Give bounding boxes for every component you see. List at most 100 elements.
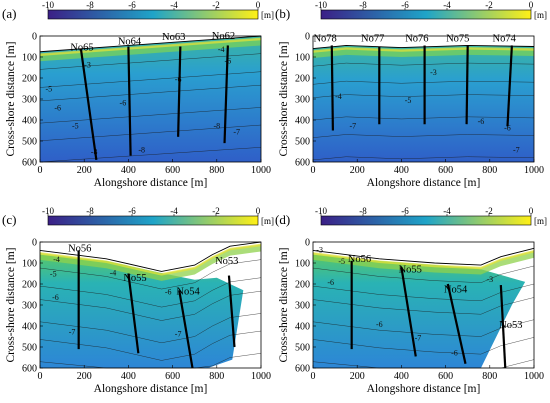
x-axis-label: Alongshore distance [m] bbox=[94, 177, 208, 189]
x-tick-label: 0 bbox=[38, 371, 43, 382]
y-tick-label: 0 bbox=[32, 32, 37, 43]
contour-label: -7 bbox=[175, 330, 182, 339]
contour-line bbox=[312, 319, 535, 337]
contour-label: -8 bbox=[91, 148, 98, 157]
contour-line bbox=[312, 156, 535, 161]
contour-line bbox=[39, 107, 262, 124]
profile-label: No55 bbox=[123, 273, 146, 284]
contour-label: -7 bbox=[349, 121, 356, 130]
x-tick-label: 600 bbox=[165, 371, 180, 382]
panel-a: -10-8-6-4-20[m](a)-3-4-6-6-5-6-6-5-8-8-8… bbox=[2, 0, 274, 189]
profile-line bbox=[127, 46, 132, 156]
x-tick-label: 800 bbox=[209, 371, 224, 382]
profile-label: No74 bbox=[492, 33, 516, 44]
contour-line bbox=[39, 84, 262, 102]
x-tick-label: 600 bbox=[438, 165, 453, 176]
x-tick-label: 400 bbox=[121, 371, 136, 382]
panel-label: (c) bbox=[2, 212, 16, 227]
y-tick-label: 100 bbox=[295, 53, 310, 64]
x-tick-label: 200 bbox=[350, 371, 365, 382]
colorbar-tick-label: -8 bbox=[359, 0, 367, 10]
contour-line bbox=[39, 53, 262, 70]
panel-label: (b) bbox=[275, 6, 290, 21]
profile-label: No63 bbox=[162, 32, 185, 43]
x-tick-label: 1000 bbox=[251, 165, 271, 176]
x-tick-label: 600 bbox=[438, 371, 453, 382]
colorbar-tick-label: 0 bbox=[256, 0, 261, 10]
y-tick-label: 300 bbox=[22, 95, 37, 106]
contour-label: -6 bbox=[52, 293, 59, 302]
colorbar-tick-label: -8 bbox=[359, 206, 367, 216]
contour-label: -5 bbox=[338, 257, 345, 266]
profile-line bbox=[177, 46, 182, 137]
surf-band bbox=[313, 249, 534, 270]
contour-line bbox=[312, 297, 535, 315]
colorbar bbox=[47, 215, 259, 226]
y-tick-label: 400 bbox=[295, 322, 310, 333]
contour-line bbox=[312, 94, 535, 98]
profile-line bbox=[127, 273, 140, 354]
contour-label: -3 bbox=[316, 246, 323, 255]
contour-line bbox=[39, 330, 262, 361]
colorbar-tick-label: 0 bbox=[529, 0, 534, 10]
contour-line bbox=[312, 283, 535, 302]
x-tick-label: 800 bbox=[209, 165, 224, 176]
y-tick-label: 0 bbox=[305, 238, 310, 249]
y-tick-label: 300 bbox=[22, 301, 37, 312]
shallow-band bbox=[313, 47, 534, 59]
profile-line bbox=[79, 48, 98, 161]
y-axis-label: Cross-shore distance [m] bbox=[5, 42, 17, 157]
x-axis-label: Alongshore distance [m] bbox=[94, 383, 208, 395]
colorbar-tick-label: -2 bbox=[485, 206, 493, 216]
profile-label: No62 bbox=[212, 31, 235, 42]
y-tick-label: 300 bbox=[295, 95, 310, 106]
profile-label: No65 bbox=[70, 43, 93, 54]
bathymetry-region bbox=[313, 254, 526, 368]
profile-line bbox=[227, 275, 236, 348]
shallow-band bbox=[40, 38, 261, 62]
colorbar-tick-label: -10 bbox=[42, 206, 54, 216]
y-tick-label: 200 bbox=[295, 280, 310, 291]
contour-label: -5 bbox=[405, 96, 412, 105]
colorbar-tick-label: -6 bbox=[128, 206, 136, 216]
colorbar-unit: [m] bbox=[261, 10, 274, 20]
contour-line bbox=[39, 147, 262, 163]
profile-label: No78 bbox=[313, 33, 336, 44]
colorbar-tick-label: -10 bbox=[315, 206, 327, 216]
profile-label: No56 bbox=[68, 243, 91, 254]
surf-band bbox=[40, 37, 261, 56]
profile-label: No53 bbox=[215, 256, 238, 267]
profile-line bbox=[178, 290, 194, 369]
contour-line bbox=[39, 313, 262, 344]
colorbar-tick-label: 0 bbox=[529, 206, 534, 216]
y-tick-label: 400 bbox=[22, 322, 37, 333]
colorbar-unit: [m] bbox=[534, 216, 547, 226]
colorbar bbox=[320, 9, 532, 20]
panel-c: -10 -8 -6 -4 -2 0[m](c)-4-5-6-7-6-4-7No56No55… bbox=[2, 206, 274, 395]
colorbar-tick-label: -2 bbox=[485, 0, 493, 10]
x-tick-label: 400 bbox=[121, 165, 136, 176]
contour-label: -6 bbox=[504, 124, 511, 133]
contour-label: -8 bbox=[213, 121, 220, 130]
colorbar-tick-label: -6 bbox=[401, 0, 409, 10]
contour-label: -4 bbox=[218, 45, 225, 54]
contour-label: -6 bbox=[175, 75, 182, 84]
colorbar-tick-label: -4 bbox=[443, 206, 451, 216]
contour-line bbox=[39, 71, 262, 88]
profile-line bbox=[330, 45, 334, 131]
y-tick-label: 100 bbox=[22, 53, 37, 64]
profile-line bbox=[499, 284, 507, 369]
contour-label: -7 bbox=[233, 128, 240, 137]
contour-label: -6 bbox=[376, 320, 383, 329]
colorbar-tick-label: -6 bbox=[401, 206, 409, 216]
contour-label: -8 bbox=[138, 146, 145, 155]
contour-line bbox=[312, 337, 535, 355]
y-tick-label: 400 bbox=[295, 116, 310, 127]
profile-line bbox=[506, 45, 513, 127]
y-tick-label: 200 bbox=[22, 280, 37, 291]
contour-label: -6 bbox=[120, 98, 127, 107]
contour-label: -3 bbox=[430, 68, 437, 77]
x-tick-label: 200 bbox=[77, 165, 92, 176]
y-tick-label: 600 bbox=[22, 364, 37, 375]
contour-label: -3 bbox=[84, 61, 91, 70]
